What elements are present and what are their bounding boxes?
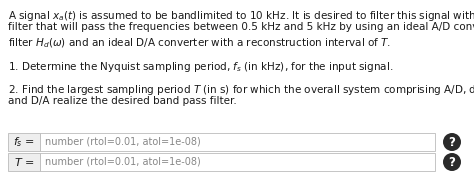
Text: $f_s$ =: $f_s$ = [13, 135, 35, 149]
Text: A signal $x_a(t)$ is assumed to be bandlimited to 10 kHz. It is desired to filte: A signal $x_a(t)$ is assumed to be bandl… [8, 9, 474, 23]
Text: number (rtol=0.01, atol=1e-08): number (rtol=0.01, atol=1e-08) [45, 137, 201, 147]
Ellipse shape [443, 133, 461, 151]
Text: ?: ? [448, 135, 456, 149]
Text: ?: ? [448, 156, 456, 169]
Bar [8, 153, 40, 171]
Text: number (rtol=0.01, atol=1e-08): number (rtol=0.01, atol=1e-08) [45, 157, 201, 167]
Text: filter $H_d(\omega)$ and an ideal D/A converter with a reconstruction interval o: filter $H_d(\omega)$ and an ideal D/A co… [8, 36, 391, 50]
Text: and D/A realize the desired band pass filter.: and D/A realize the desired band pass fi… [8, 97, 237, 107]
Ellipse shape [443, 153, 461, 171]
Text: $T$ =: $T$ = [14, 156, 34, 168]
Bar [8, 133, 40, 151]
Bar [40, 133, 435, 151]
Bar [40, 153, 435, 171]
Text: 1. Determine the Nyquist sampling period, $f_s$ (in kHz), for the input signal.: 1. Determine the Nyquist sampling period… [8, 60, 393, 73]
Text: 2. Find the largest sampling period $T$ (in s) for which the overall system comp: 2. Find the largest sampling period $T$ … [8, 83, 474, 97]
Text: filter that will pass the frequencies between 0.5 kHz and 5 kHz by using an idea: filter that will pass the frequencies be… [8, 23, 474, 33]
